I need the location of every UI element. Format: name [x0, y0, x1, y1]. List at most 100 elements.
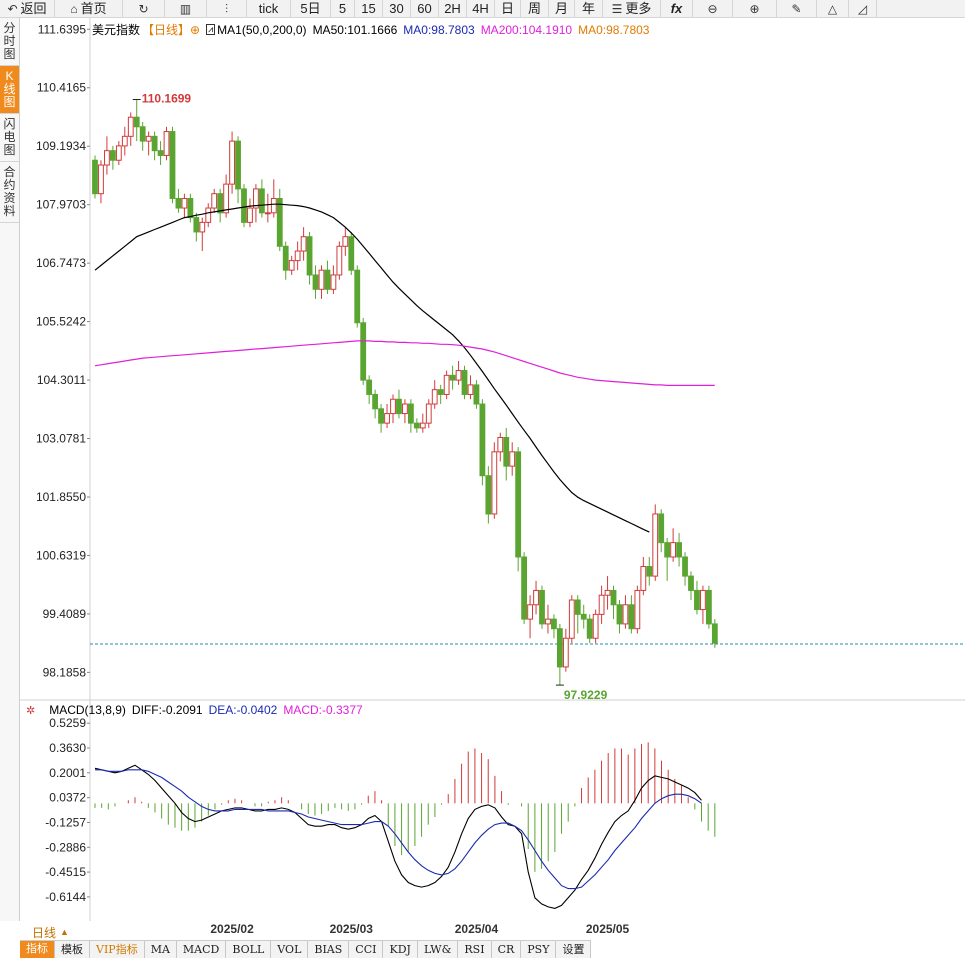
period-15[interactable]: 15: [355, 0, 383, 18]
candle-body-56: [425, 403, 432, 424]
candle-body-102: [700, 589, 706, 611]
macd-settings-icon[interactable]: ✲: [26, 704, 36, 717]
period-day[interactable]: 日: [495, 0, 521, 18]
macd-name[interactable]: MACD(13,8,9): [49, 703, 126, 717]
candle-body-75: [539, 589, 545, 625]
y-tick-label-8: 101.8550: [36, 490, 86, 504]
tab-1[interactable]: 模板: [55, 941, 90, 958]
y-tick-label-7: 103.0781: [36, 432, 86, 446]
tab-9[interactable]: KDJ: [383, 941, 418, 958]
candle-body-3: [109, 150, 116, 161]
candle-body-78: [556, 628, 563, 668]
zoom-in-button[interactable]: ⊕: [733, 0, 777, 18]
sidebar-timeshare[interactable]: 分时图: [0, 18, 19, 66]
candle-button[interactable]: ⫶: [207, 0, 247, 18]
x-label-3: 2025/05: [585, 922, 630, 936]
tab-7[interactable]: BIAS: [308, 941, 350, 958]
tab-8[interactable]: CCI: [349, 941, 384, 958]
candle-body-32: [282, 245, 289, 271]
sidebar-flash[interactable]: 闪电图: [0, 114, 19, 162]
home-button[interactable]: ⌂ 首页: [55, 0, 123, 18]
candle-body-54: [413, 422, 420, 429]
formula-button[interactable]: fx: [661, 0, 693, 18]
period-5day[interactable]: 5日: [291, 0, 331, 18]
period-month[interactable]: 月: [549, 0, 575, 18]
macd-y-label-4: -0.1257: [45, 815, 86, 829]
period-month-label: 月: [554, 1, 568, 16]
candle-body-65: [479, 403, 486, 477]
tab-6[interactable]: VOL: [271, 941, 309, 958]
tab-14[interactable]: 设置: [556, 941, 592, 958]
period-5[interactable]: 5: [331, 0, 355, 18]
low-label: 97.9229: [564, 688, 608, 702]
sidebar-contract[interactable]: 合约资料: [0, 162, 19, 223]
view-sidebar: 分时图 K线图 闪电图 合约资料: [0, 18, 20, 921]
tab-11[interactable]: RSI: [458, 941, 492, 958]
candle-body-2: [104, 150, 110, 166]
ma50-value: MA50:101.1666: [312, 22, 398, 37]
ma-settings-icon[interactable]: ⩘: [206, 24, 216, 35]
period-60[interactable]: 60: [411, 0, 439, 18]
zoom-in-icon: ⊕: [749, 2, 760, 16]
candle-body-81: [574, 599, 581, 615]
candle-body-94: [652, 513, 659, 577]
candle-body-4: [115, 145, 122, 161]
y-tick-label-0: 111.6395: [38, 22, 87, 36]
macd-diff: DIFF:-0.2091: [131, 703, 203, 717]
macd-value: MACD:-0.3377: [283, 703, 363, 717]
ma-settings-label[interactable]: MA1(50,0,200,0): [217, 22, 307, 37]
period-label[interactable]: 【日线】: [142, 23, 191, 37]
back-icon: ↶: [7, 2, 18, 16]
candle-body-103: [705, 589, 712, 625]
candle-body-64: [473, 384, 480, 405]
range-button[interactable]: 日线 ▲: [20, 923, 90, 941]
settings-icon[interactable]: ⊕: [190, 22, 201, 37]
period-4h[interactable]: 4H: [467, 0, 495, 18]
main-legend: 美元指数 【日线】 ⊕ ⩘ MA1(50,0,200,0) MA50:101.1…: [92, 21, 649, 38]
sidebar-kline[interactable]: K线图: [0, 66, 19, 114]
candle-body-6: [127, 116, 134, 137]
period-year[interactable]: 年: [575, 0, 603, 18]
more-button[interactable]: ☰ 更多: [603, 0, 661, 18]
candle-body-46: [366, 379, 373, 395]
refresh-icon: ↻: [138, 2, 149, 16]
indicator-button[interactable]: ▥: [165, 0, 207, 18]
tab-10[interactable]: LW&: [418, 941, 459, 958]
candle-body-14: [175, 197, 182, 209]
back-button[interactable]: ↶ 返回: [0, 0, 55, 18]
tab-4[interactable]: MACD: [177, 941, 227, 958]
tab-5[interactable]: BOLL: [226, 941, 272, 958]
ma0-value: MA0:98.7803: [403, 22, 475, 37]
period-week[interactable]: 周: [521, 0, 549, 18]
candle-body-71: [515, 451, 522, 558]
macd-dea: DEA:-0.0402: [208, 703, 278, 717]
candle-body-29: [264, 212, 271, 215]
draw-button[interactable]: ✎: [777, 0, 817, 18]
period-day-label: 日: [500, 1, 514, 16]
candle-body-84: [592, 613, 599, 639]
tab-13[interactable]: PSY: [521, 941, 557, 958]
tab-12[interactable]: CR: [492, 941, 522, 958]
refresh-button[interactable]: ↻: [123, 0, 165, 18]
period-2h-label: 2H: [444, 1, 461, 16]
macd-diff-line: [94, 764, 702, 909]
candle-body-68: [497, 436, 504, 453]
date-axis: 2025/02 2025/03 2025/04 2025/05: [20, 921, 965, 939]
candle-body-97: [670, 542, 677, 558]
period-tick[interactable]: tick: [247, 0, 291, 18]
tab-2[interactable]: VIP指标: [90, 941, 145, 958]
shape-button[interactable]: ◿: [849, 0, 877, 18]
triangle-button[interactable]: △: [817, 0, 849, 18]
period-2h[interactable]: 2H: [439, 0, 467, 18]
y-tick-label-1: 110.4165: [37, 81, 86, 95]
tab-0[interactable]: 指标: [20, 941, 55, 958]
y-tick-label-10: 99.4089: [43, 607, 87, 621]
ma200-line: [94, 340, 715, 386]
period-4h-label: 4H: [472, 1, 489, 16]
candle-body-79: [562, 637, 569, 668]
tab-3[interactable]: MA: [145, 941, 177, 958]
macd-y-label-3: 0.0372: [49, 791, 86, 805]
period-30[interactable]: 30: [383, 0, 411, 18]
candle-body-63: [467, 384, 474, 395]
zoom-out-button[interactable]: ⊖: [693, 0, 733, 18]
